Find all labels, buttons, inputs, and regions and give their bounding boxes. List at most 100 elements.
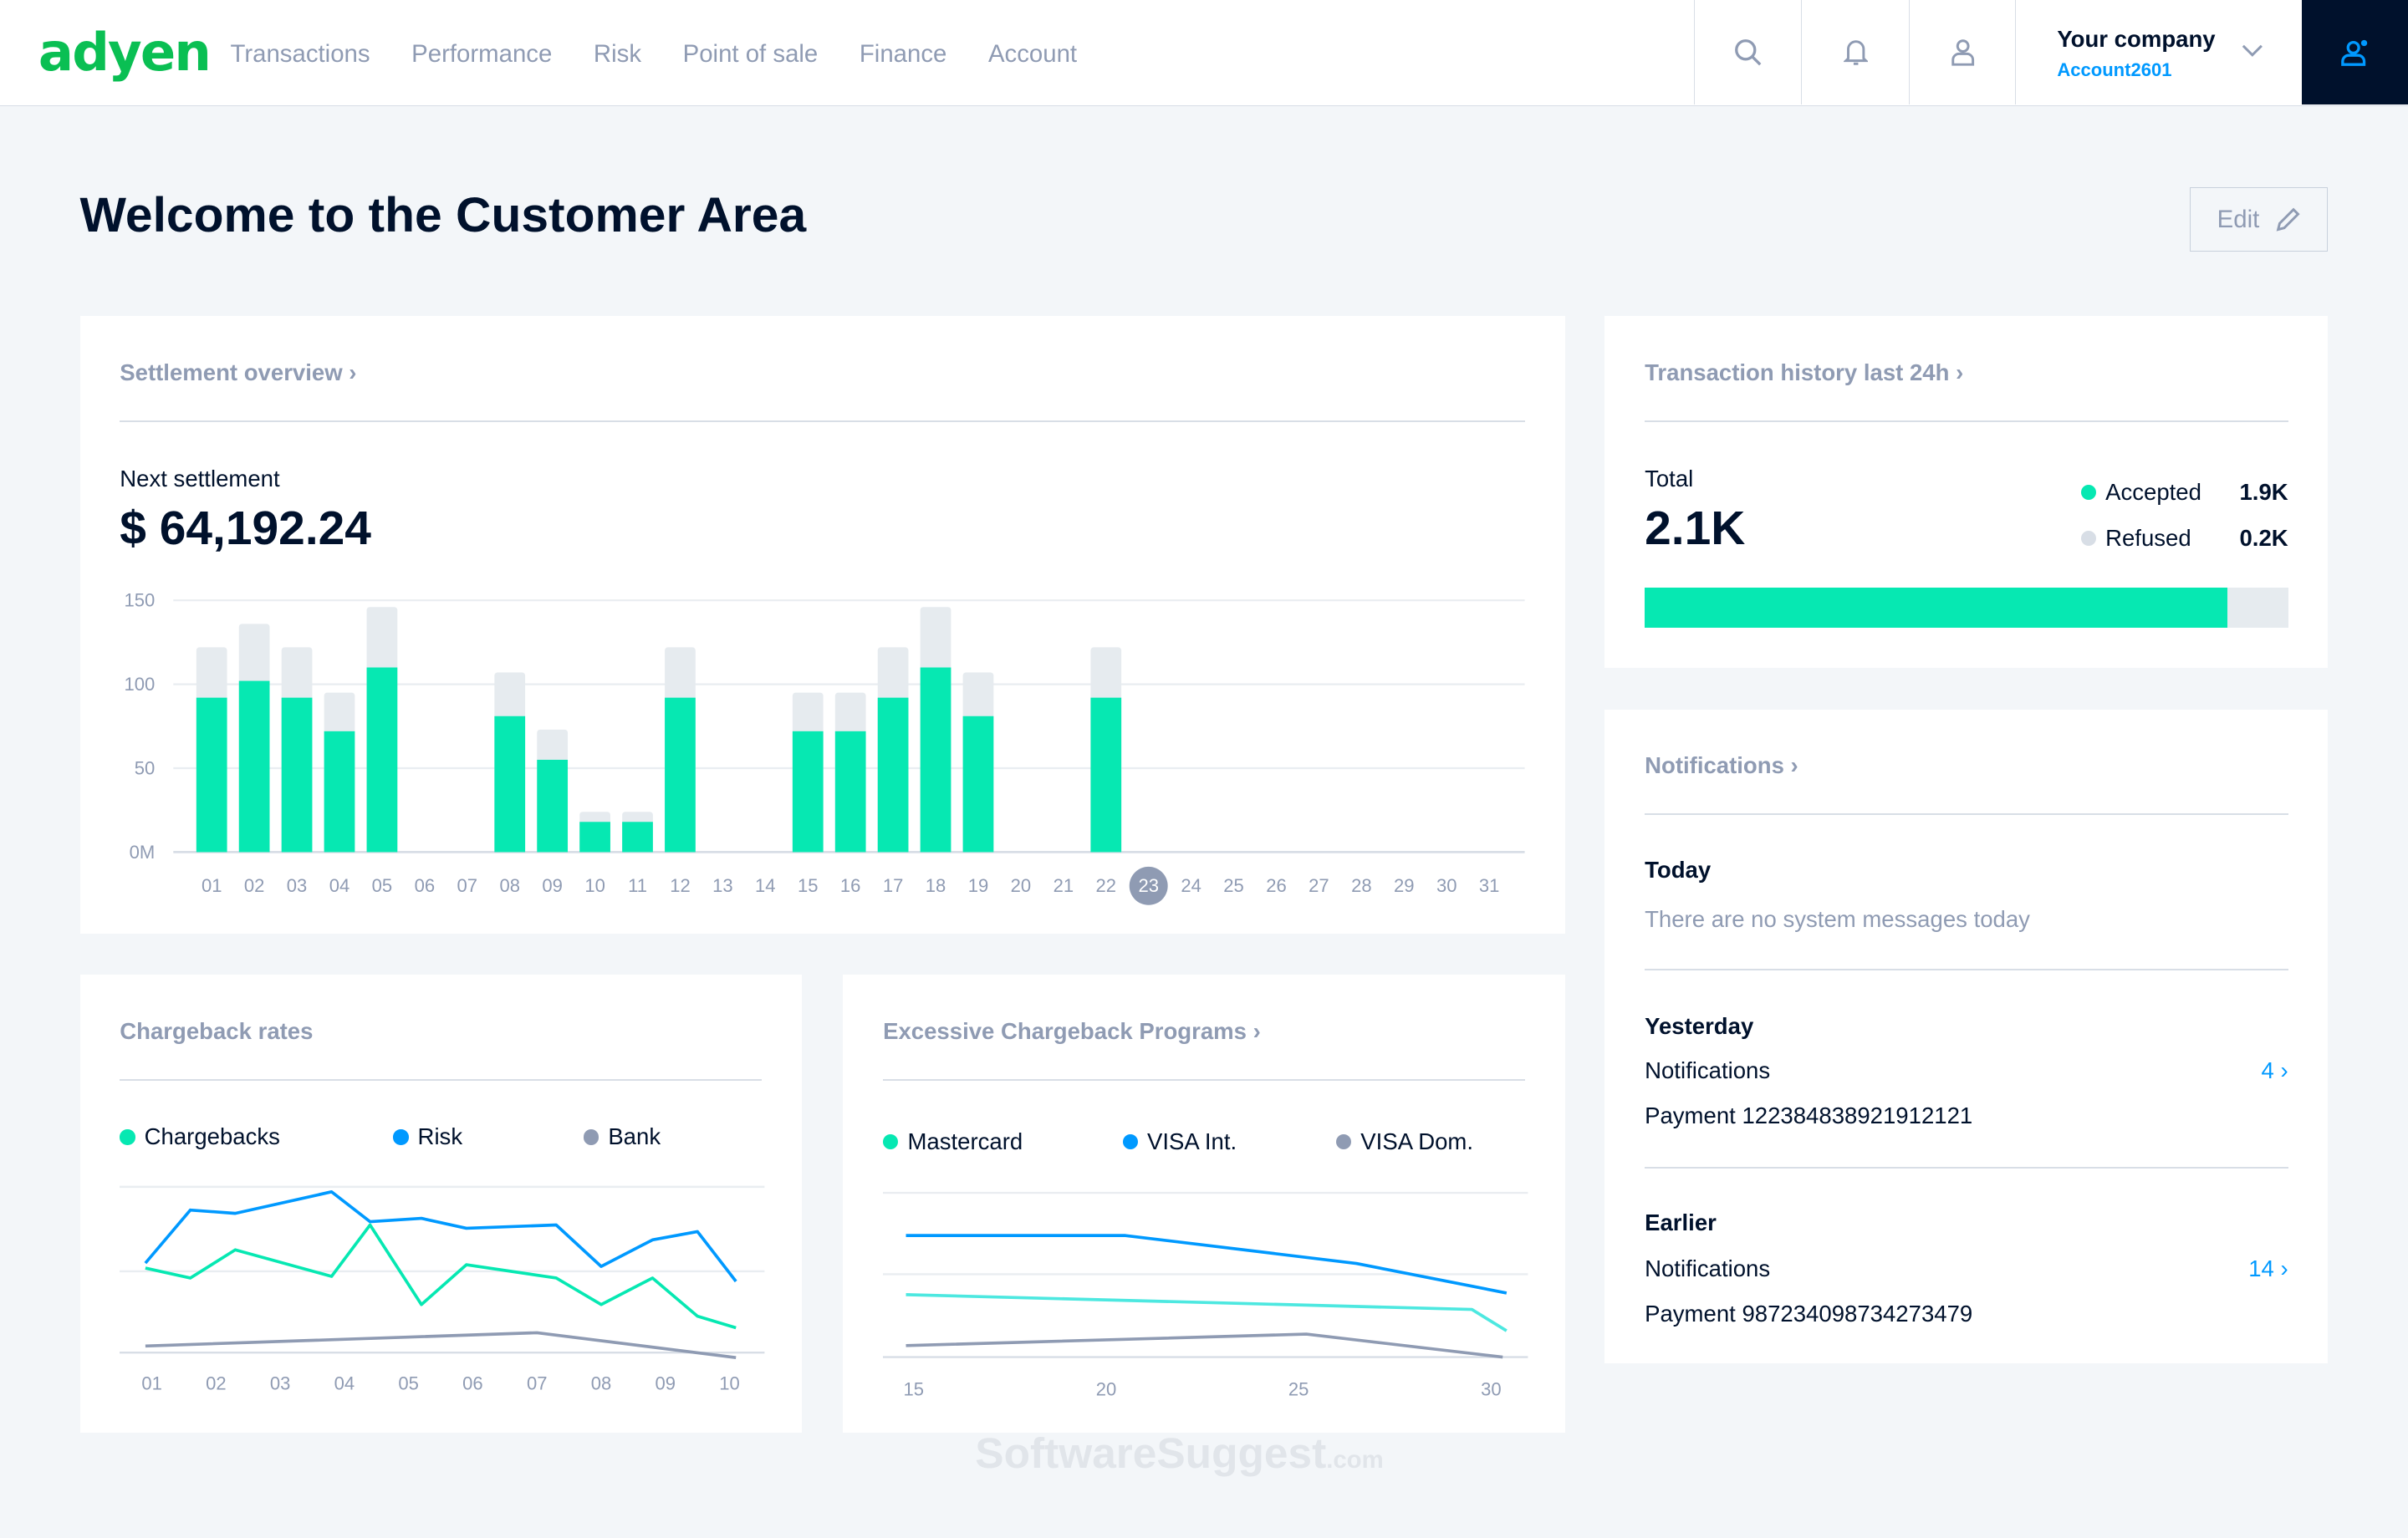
divider (1645, 420, 2288, 423)
bar-settled (622, 822, 654, 853)
bell-icon (1843, 40, 1868, 65)
x-tick-label: 17 (883, 875, 904, 896)
accepted-progress-bar (1645, 588, 2288, 629)
earlier-notifications-label: Notifications (1645, 1255, 1771, 1282)
user-alert-icon (2341, 39, 2368, 66)
next-settlement-label: Next settlement (120, 465, 280, 491)
x-tick-label: 01 (142, 1372, 163, 1393)
y-tick-label: 0M (130, 842, 156, 863)
legend-dot (583, 1129, 599, 1145)
bar-settled (1090, 697, 1122, 853)
page-title: Welcome to the Customer Area (79, 188, 807, 243)
transaction-history-title-link[interactable]: Transaction history last 24h › (1645, 359, 1964, 385)
x-tick-label: 25 (1288, 1379, 1309, 1400)
earlier-payment[interactable]: Payment 987234098734273479 (1645, 1300, 1973, 1327)
x-tick-label: 11 (628, 875, 647, 896)
nav-performance[interactable]: Performance (411, 39, 553, 68)
x-tick-label: 23 (1139, 875, 1160, 896)
legend-label: Risk (417, 1123, 463, 1150)
divider (1645, 968, 2288, 970)
edit-button[interactable]: Edit (2190, 187, 2329, 252)
legend-mastercard: Mastercard (883, 1128, 1023, 1155)
refused-dot (2080, 530, 2097, 547)
x-tick-label: 19 (968, 875, 989, 896)
bar-settled (196, 697, 227, 853)
x-tick-label: 02 (244, 875, 265, 896)
x-tick-label: 06 (415, 875, 436, 896)
x-tick-label: 15 (904, 1379, 925, 1400)
nav-transactions[interactable]: Transactions (230, 39, 370, 68)
settlement-title-link[interactable]: Settlement overview › (120, 359, 357, 385)
bar-settled (665, 697, 696, 853)
notifications-button[interactable] (1801, 0, 1909, 104)
x-tick-label: 13 (712, 875, 733, 896)
company-switcher[interactable]: Your company Account2601 (2014, 0, 2302, 104)
bar-settled (920, 667, 951, 853)
x-tick-label: 30 (1436, 875, 1457, 896)
nav-risk[interactable]: Risk (593, 39, 642, 68)
x-tick-label: 30 (1481, 1379, 1502, 1400)
nav-account[interactable]: Account (987, 39, 1078, 68)
today-message: There are no system messages today (1645, 905, 2030, 932)
divider (120, 1079, 762, 1082)
watermark-suffix: .com (1326, 1446, 1384, 1474)
legend-label: Mastercard (907, 1128, 1023, 1154)
x-tick-label: 16 (840, 875, 861, 896)
bar-settled (579, 822, 611, 853)
legend-chargebacks: Chargebacks (120, 1123, 280, 1150)
legend-dot (1335, 1133, 1352, 1150)
x-tick-label: 05 (399, 1372, 420, 1393)
yesterday-payment[interactable]: Payment 122384838921912121 (1645, 1102, 1973, 1128)
earlier-count-link[interactable]: 14 › (2248, 1255, 2288, 1282)
x-tick-label: 06 (462, 1372, 483, 1393)
x-tick-label: 29 (1394, 875, 1415, 896)
adyen-logo[interactable]: adyen (38, 21, 212, 83)
x-tick-label: 07 (457, 875, 478, 896)
ecp-chart: 15 20 25 30 (883, 1191, 1528, 1400)
settlement-amount: $ 64,192.24 (120, 501, 371, 555)
notifications-card: Notifications › Today There are no syste… (1604, 709, 2329, 1363)
bar-settled (494, 716, 526, 853)
legend-visa-dom: VISA Dom. (1335, 1128, 1474, 1155)
nav-finance[interactable]: Finance (859, 39, 947, 68)
x-tick-label: 24 (1181, 875, 1202, 896)
chevron-down-icon (2242, 45, 2263, 58)
account-name: Account2601 (2057, 59, 2172, 80)
bar-settled (793, 731, 824, 853)
legend-dot (120, 1129, 135, 1145)
y-tick-label: 100 (125, 674, 156, 695)
today-heading: Today (1645, 856, 1712, 883)
user-button[interactable] (1909, 0, 2017, 104)
divider (883, 1079, 1525, 1082)
bar-settled (324, 731, 355, 853)
legend-label: VISA Int. (1146, 1128, 1237, 1154)
main-nav: Transactions Performance Risk Point of s… (231, 40, 1078, 69)
x-tick-label: 03 (287, 875, 308, 896)
notifications-title-link[interactable]: Notifications › (1645, 751, 1798, 778)
chargeback-rates-chart: 01 02 03 04 05 06 07 08 09 10 (120, 1185, 765, 1393)
pencil-icon (2276, 207, 2300, 232)
x-tick-label: 27 (1309, 875, 1329, 896)
y-tick-label: 50 (135, 757, 156, 778)
top-nav: adyen Transactions Performance Risk Poin… (0, 0, 2408, 106)
accepted-dot (2080, 484, 2097, 501)
legend-label: VISA Dom. (1360, 1128, 1474, 1154)
search-button[interactable] (1693, 0, 1802, 104)
company-name: Your company (2057, 26, 2216, 53)
user-icon (1951, 39, 1975, 66)
x-tick-label: 04 (329, 875, 350, 896)
refused-label: Refused (2105, 525, 2191, 552)
search-icon (1735, 39, 1762, 66)
ecp-title-link[interactable]: Excessive Chargeback Programs › (883, 1017, 1261, 1044)
nav-point-of-sale[interactable]: Point of sale (682, 39, 819, 68)
yesterday-count-link[interactable]: 4 › (2261, 1057, 2288, 1084)
total-label: Total (1645, 465, 1694, 491)
legend-dot (883, 1133, 899, 1150)
admin-button[interactable] (2302, 0, 2408, 104)
x-tick-label: 09 (543, 875, 564, 896)
x-tick-label: 08 (500, 875, 521, 896)
divider (1645, 1166, 2288, 1169)
refused-value: 0.2K (2239, 525, 2288, 552)
edit-label: Edit (2217, 205, 2260, 233)
x-tick-label: 20 (1096, 1379, 1117, 1400)
